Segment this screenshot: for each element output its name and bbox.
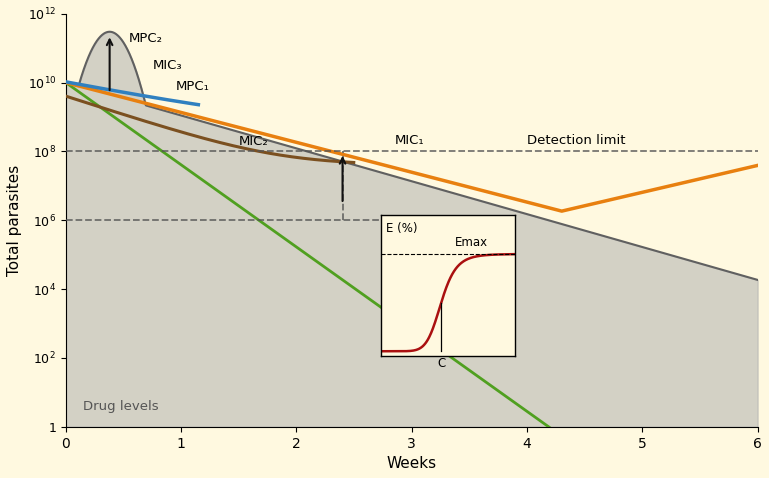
Text: MIC₁: MIC₁ xyxy=(394,134,424,147)
X-axis label: Weeks: Weeks xyxy=(387,456,437,471)
Y-axis label: Total parasites: Total parasites xyxy=(7,164,22,276)
Text: Emax: Emax xyxy=(454,236,488,249)
Text: E (%): E (%) xyxy=(386,222,418,235)
Text: MIC₃: MIC₃ xyxy=(152,59,182,72)
Text: MIC₂: MIC₂ xyxy=(238,135,268,148)
Text: Drug levels: Drug levels xyxy=(83,401,158,413)
Text: MPC₁: MPC₁ xyxy=(175,80,209,93)
Text: MPC₂: MPC₂ xyxy=(129,32,163,45)
Text: Detection limit: Detection limit xyxy=(527,134,625,147)
